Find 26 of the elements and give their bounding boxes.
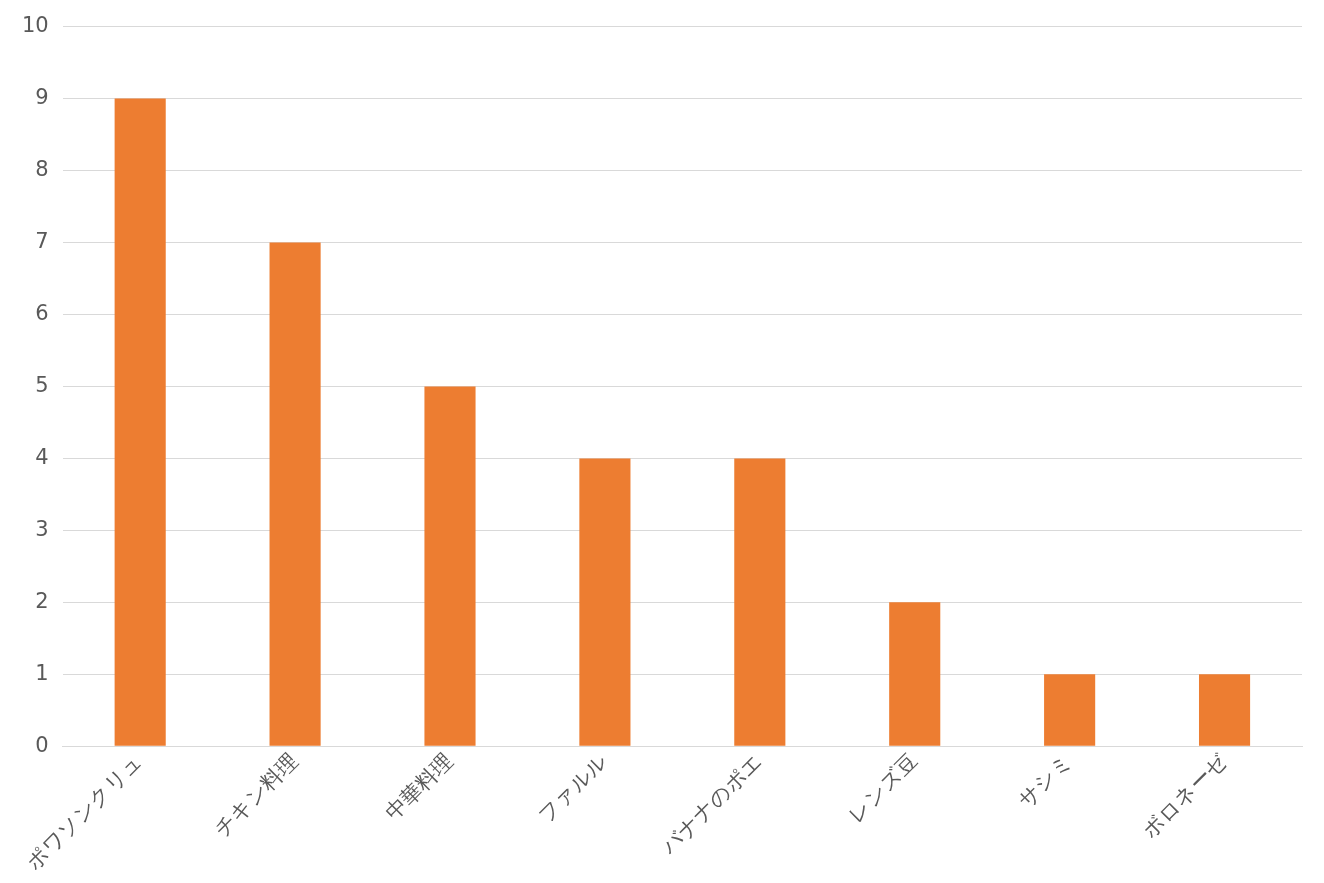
bar xyxy=(269,242,321,746)
x-tick-label: 中華料理 xyxy=(381,748,458,825)
y-tick-label: 0 xyxy=(35,732,49,757)
y-tick-label: 7 xyxy=(35,228,49,253)
y-tick-label: 3 xyxy=(35,516,49,541)
y-tick-label: 2 xyxy=(35,588,49,613)
y-tick-label: 6 xyxy=(35,300,49,325)
y-tick-label: 10 xyxy=(21,13,49,38)
bar xyxy=(1198,674,1251,746)
x-tick-label: レンズ豆 xyxy=(843,748,923,828)
bar xyxy=(424,386,476,746)
y-tick-label: 5 xyxy=(35,372,49,397)
x-tick-label: バナナのポエ xyxy=(656,748,768,860)
y-tick-label: 4 xyxy=(35,444,49,469)
bar xyxy=(579,458,631,746)
x-tick-label: ファルル xyxy=(533,748,613,828)
x-tick-label: チキン料理 xyxy=(209,748,303,842)
bar xyxy=(114,98,166,746)
bar xyxy=(1044,674,1096,746)
y-tick-label: 1 xyxy=(35,660,49,685)
bar xyxy=(889,602,941,746)
x-tick-label: ボロネーゼ xyxy=(1137,748,1232,843)
y-tick-label: 8 xyxy=(35,156,49,181)
x-tick-label: サシミ xyxy=(1013,748,1078,813)
y-tick-label: 9 xyxy=(35,85,49,110)
bar xyxy=(734,458,786,746)
